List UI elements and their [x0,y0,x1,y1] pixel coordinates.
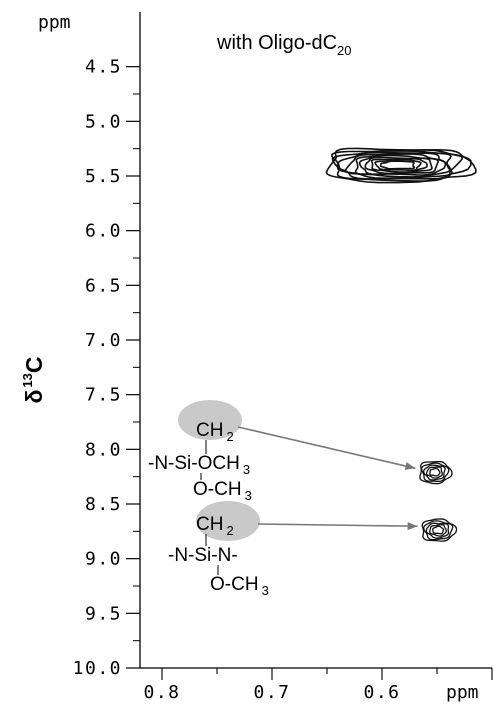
delta-symbol: δ [21,390,47,404]
y-tick-label: 8.0 [85,439,122,460]
x-tick-label: 0.7 [253,682,290,703]
contour-ring [429,524,447,537]
structure-subscript: 2 [226,523,233,538]
contour-peak-3 [421,518,458,542]
y-tick-label: 7.5 [85,385,122,406]
chart-title: with Oligo-dC20 [216,32,352,58]
structure-line: CH 2 [196,514,234,538]
structure-line: O-CH 3 [210,574,269,598]
contour-ring [354,153,447,176]
y-axis-ticks: 4.5 5.0 5.5 6.0 6.5 7.0 7.5 8.0 8.5 9.0 9.5 10.0 [73,57,140,679]
contour-ring [370,158,429,173]
ch2-highlight [178,400,242,440]
structure-annotations: CH 2-N-Si-OCH 3O-CH 3CH 2-N-Si-N-O-CH 3 [148,400,418,598]
contour-peak-2 [419,460,453,485]
y-tick-label: 9.0 [85,549,122,570]
contour-peak-1 [325,147,477,184]
x-axis-ticks: 0.8 0.7 0.6 [143,668,493,703]
chart-title-main: with Oligo-dC [216,32,337,54]
y-tick-label: 5.5 [85,166,122,187]
structure-text: O-CH [210,574,259,595]
arrow-head [407,522,418,531]
annotation-arrow [257,523,418,528]
structure-subscript: 2 [226,429,233,444]
y-tick-label: 5.0 [85,111,122,132]
structure-text: CH [196,514,223,535]
structure-text: O-CH [193,479,242,500]
contour-ring [423,464,446,481]
plot-frame [139,12,492,669]
contour-ring [432,525,445,535]
y-tick-label: 7.0 [85,330,122,351]
ch2-highlight [196,501,260,541]
annotation-arrow [237,426,416,470]
y-tick-label: 6.0 [85,221,122,242]
nucleus-label: C [21,356,47,373]
isotope-superscript: 13 [20,373,35,387]
contour-ring [425,522,450,539]
contour-ring [429,467,441,477]
y-tick-label: 6.5 [85,275,122,296]
structure-annotation-1: CH 2-N-Si-OCH 3O-CH 3 [148,400,416,503]
contour-ring [336,151,453,180]
structure-line: -N-Si-N- [168,545,238,566]
contour-ring [379,160,416,170]
x-unit-label: ppm [446,682,479,703]
structure-line: -N-Si-OCH 3 [148,453,250,477]
y-tick-label: 4.5 [85,57,122,78]
y-unit-label: ppm [38,12,71,33]
structure-subscript: 3 [245,488,252,503]
chart-title-subscript: 20 [337,43,351,58]
svg-text:δ13C: δ 13C [20,356,47,403]
contour-ring [344,152,452,178]
arrow-head [404,462,416,470]
y-tick-label: 10.0 [73,658,122,679]
cross-peaks [325,147,477,542]
contour-ring [423,520,454,541]
contour-ring [420,462,450,482]
structure-text: -N-Si-OCH [148,453,240,474]
y-tick-label: 8.5 [85,494,122,515]
structure-text: CH [196,420,223,441]
contour-ring [421,518,458,542]
structure-annotation-2: CH 2 -N-Si-N- O-CH 3 [168,501,418,598]
x-tick-label: 0.6 [363,682,400,703]
structure-subscript: 3 [262,583,269,598]
structure-subscript: 3 [243,462,250,477]
y-tick-label: 9.5 [85,603,122,624]
structure-text: -N-Si-N- [168,545,238,566]
structure-line: CH 2 [196,420,234,444]
x-tick-label: 0.8 [143,682,180,703]
contour-ring [364,156,433,175]
contour-ring [425,466,443,479]
structure-line: O-CH 3 [193,479,252,503]
contour-ring [374,158,422,172]
y-axis-title: δ 13C [20,356,47,403]
contour-ring [419,460,453,485]
